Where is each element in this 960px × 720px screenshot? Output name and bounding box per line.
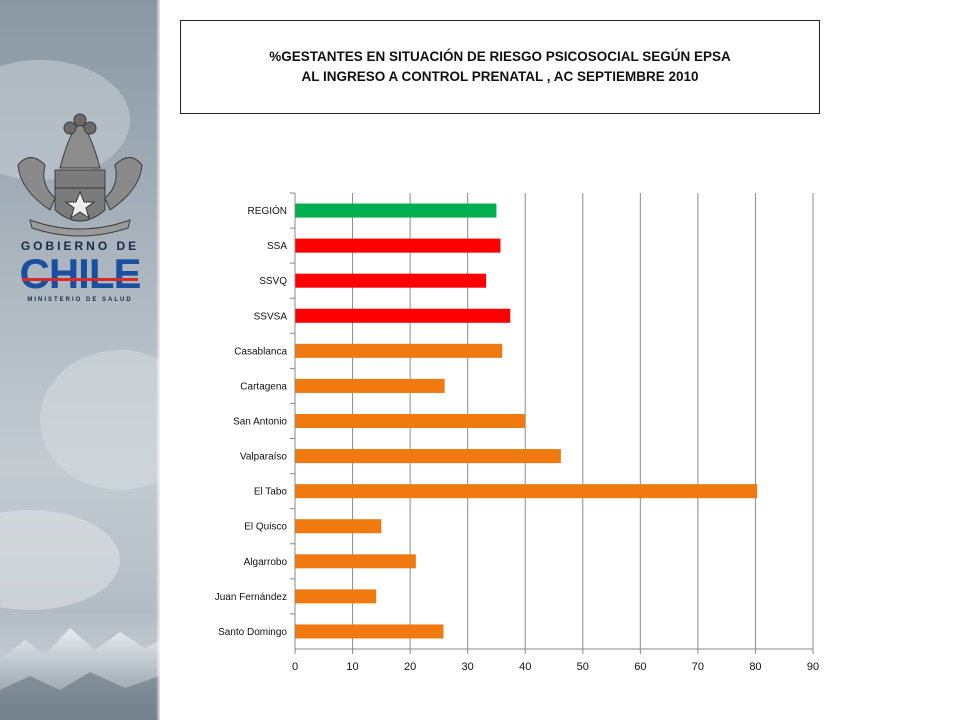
coat-of-arms-icon bbox=[17, 113, 143, 237]
sidebar-background: GOBIERNO DE CHILE MINISTERIO DE SALUD bbox=[0, 0, 160, 720]
bar-el-tabo bbox=[295, 484, 758, 499]
x-tick-label: 0 bbox=[292, 661, 298, 673]
mountain-clouds-image bbox=[0, 60, 160, 720]
bar-juan-fernández bbox=[295, 589, 377, 604]
x-tick-label: 40 bbox=[519, 661, 531, 673]
x-tick-label: 60 bbox=[634, 661, 646, 673]
category-label: SSVQ bbox=[259, 276, 287, 287]
bar-ssvsa bbox=[295, 308, 511, 323]
bar-el-quisco bbox=[295, 519, 382, 534]
logo-ministerio: MINISTERIO DE SALUD bbox=[27, 297, 133, 303]
bar-cartagena bbox=[295, 378, 445, 393]
bar-valparaíso bbox=[295, 449, 561, 464]
x-tick-label: 30 bbox=[462, 661, 474, 673]
bar-región bbox=[295, 203, 497, 218]
x-tick-label: 50 bbox=[577, 661, 589, 673]
category-label: SSA bbox=[267, 241, 287, 252]
category-label: Algarrobo bbox=[244, 557, 288, 568]
x-tick-label: 70 bbox=[692, 661, 704, 673]
category-label: San Antonio bbox=[233, 417, 287, 428]
bar-santo-domingo bbox=[295, 624, 444, 639]
category-label: REGIÓN bbox=[248, 204, 287, 217]
chart-title-line-2: AL INGRESO A CONTROL PRENATAL , AC SEPTI… bbox=[301, 69, 699, 84]
x-tick-label: 10 bbox=[346, 661, 358, 673]
chart-title-line-1: %GESTANTES EN SITUACIÓN DE RIESGO PSICOS… bbox=[269, 49, 731, 64]
category-label: Cartagena bbox=[240, 381, 287, 392]
bar-casablanca bbox=[295, 343, 503, 358]
category-label: Santo Domingo bbox=[218, 627, 287, 638]
category-label: Valparaíso bbox=[240, 452, 288, 463]
sidebar-edge bbox=[156, 0, 160, 720]
chart-category-labels: REGIÓN SSA SSVQ SSVSA Casablanca Cartagena San… bbox=[215, 192, 295, 638]
category-label: SSVSA bbox=[254, 311, 288, 322]
logo-chile: CHILE bbox=[19, 250, 142, 297]
category-label: El Tabo bbox=[254, 487, 288, 498]
x-tick-label: 80 bbox=[749, 661, 761, 673]
category-label: Juan Fernández bbox=[215, 592, 287, 603]
category-label: El Quisco bbox=[244, 522, 287, 533]
chart-x-ticks: 0 10 20 30 40 50 60 70 80 90 bbox=[292, 649, 819, 673]
bar-algarrobo bbox=[295, 554, 416, 569]
x-tick-label: 20 bbox=[404, 661, 416, 673]
logo-gobierno-de: GOBIERNO DE bbox=[20, 239, 140, 253]
bar-san-antonio bbox=[295, 413, 526, 429]
chart-bars bbox=[295, 203, 758, 639]
x-tick-label: 90 bbox=[807, 661, 819, 673]
category-label: Casablanca bbox=[234, 346, 287, 357]
bar-ssvq bbox=[295, 273, 487, 288]
logo-red-stripe bbox=[22, 278, 138, 281]
chart-title-box: %GESTANTES EN SITUACIÓN DE RIESGO PSICOS… bbox=[180, 20, 820, 114]
bar-ssa bbox=[295, 238, 501, 253]
